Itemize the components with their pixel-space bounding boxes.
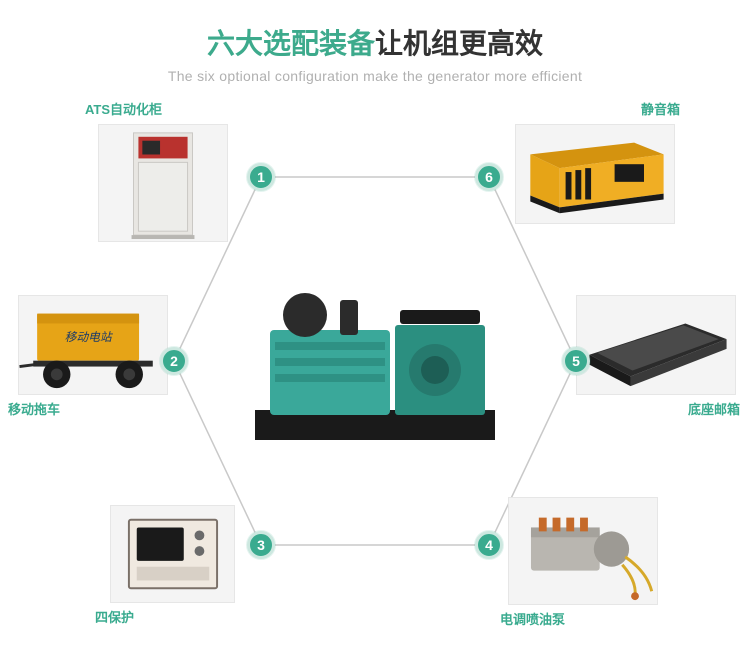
title-rest: 让机组更高效 (375, 28, 543, 59)
item-label: 静音箱 (641, 99, 680, 118)
badge-3: 3 (247, 531, 275, 559)
page-title: 六大选配装备让机组更高效 (0, 22, 750, 62)
page-subtitle: The six optional configuration make the … (0, 68, 750, 84)
item-mobile-trailer: 移动电站 移动拖车 (8, 295, 178, 418)
item-label: 移动拖车 (8, 399, 60, 418)
title-accent: 六大选配装备 (207, 28, 375, 59)
item-thumb (508, 497, 658, 605)
item-thumb (98, 124, 228, 242)
item-label: ATS自动化柜 (85, 99, 162, 118)
item-four-protection: 四保护 (95, 505, 250, 626)
svg-text:移动电站: 移动电站 (65, 331, 114, 344)
diagram-stage: ATS自动化柜 移动电站 移动拖车 四保护 电调喷油泵 底座邮箱 静音箱 (0, 95, 750, 655)
center-generator (245, 270, 505, 450)
item-base-tank: 底座邮箱 (572, 295, 740, 418)
item-thumb (110, 505, 235, 603)
item-label: 底座邮箱 (688, 399, 740, 418)
badge-1: 1 (247, 163, 275, 191)
badge-6: 6 (475, 163, 503, 191)
generator-illustration (245, 270, 505, 450)
badge-4: 4 (475, 531, 503, 559)
item-thumb (515, 124, 675, 224)
item-ats-cabinet: ATS自动化柜 (85, 99, 240, 242)
item-thumb (576, 295, 736, 395)
item-fuel-pump: 电调喷油泵 (500, 497, 665, 628)
item-label: 电调喷油泵 (500, 609, 565, 628)
badge-5: 5 (562, 347, 590, 375)
item-thumb: 移动电站 (18, 295, 168, 395)
item-label: 四保护 (95, 607, 134, 626)
badge-2: 2 (160, 347, 188, 375)
item-silent-box: 静音箱 (510, 99, 680, 224)
